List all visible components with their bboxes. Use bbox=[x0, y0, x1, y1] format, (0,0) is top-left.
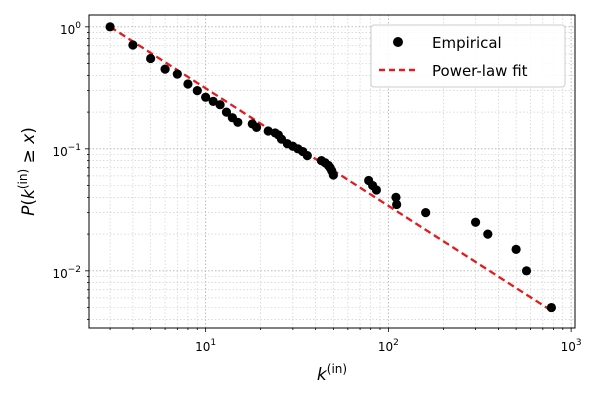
empirical-point bbox=[546, 302, 557, 313]
empirical-point bbox=[521, 266, 532, 276]
empirical-point bbox=[183, 79, 193, 89]
y-axis-label: P(k(in) ≥ x) bbox=[16, 127, 39, 216]
empirical-point bbox=[470, 217, 481, 227]
x-tick-label: 103 bbox=[561, 338, 582, 354]
x-tick-label: 102 bbox=[378, 338, 399, 354]
series-layer bbox=[105, 22, 557, 313]
legend: Empirical Power-law fit bbox=[370, 24, 566, 88]
empirical-point bbox=[371, 185, 382, 195]
empirical-point bbox=[233, 117, 243, 127]
y-tick-label: 100 bbox=[60, 21, 81, 37]
legend-label-fit: Power-law fit bbox=[432, 62, 528, 80]
plot-frame bbox=[88, 14, 576, 329]
x-axis-label: k(in) bbox=[317, 362, 347, 385]
empirical-point bbox=[483, 229, 493, 239]
empirical-point bbox=[160, 64, 170, 74]
empirical-point bbox=[172, 69, 182, 79]
empirical-point bbox=[302, 151, 312, 161]
y-tick-label: 10−2 bbox=[52, 265, 81, 281]
legend-label-empirical: Empirical bbox=[432, 34, 502, 52]
empirical-point bbox=[192, 86, 202, 96]
y-tick-label: 10−1 bbox=[52, 143, 81, 159]
legend-marker-empirical bbox=[393, 37, 403, 47]
legend-box bbox=[370, 24, 566, 88]
empirical-point bbox=[208, 96, 218, 106]
tick-layer: 101 102 103 10−2 10−1 100 bbox=[52, 21, 581, 354]
empirical-point bbox=[105, 22, 115, 32]
empirical-point bbox=[392, 199, 402, 210]
empirical-point bbox=[146, 53, 156, 64]
empirical-point bbox=[263, 126, 273, 136]
empirical-point bbox=[215, 100, 225, 110]
grid-layer bbox=[89, 15, 575, 328]
empirical-point bbox=[421, 208, 431, 218]
empirical-point bbox=[221, 107, 232, 117]
empirical-point bbox=[391, 192, 401, 202]
empirical-point bbox=[128, 40, 138, 50]
x-tick-label: 101 bbox=[195, 338, 216, 354]
empirical-point bbox=[328, 170, 338, 180]
empirical-point bbox=[201, 92, 211, 102]
empirical-point bbox=[511, 244, 521, 254]
empirical-point bbox=[251, 122, 262, 132]
